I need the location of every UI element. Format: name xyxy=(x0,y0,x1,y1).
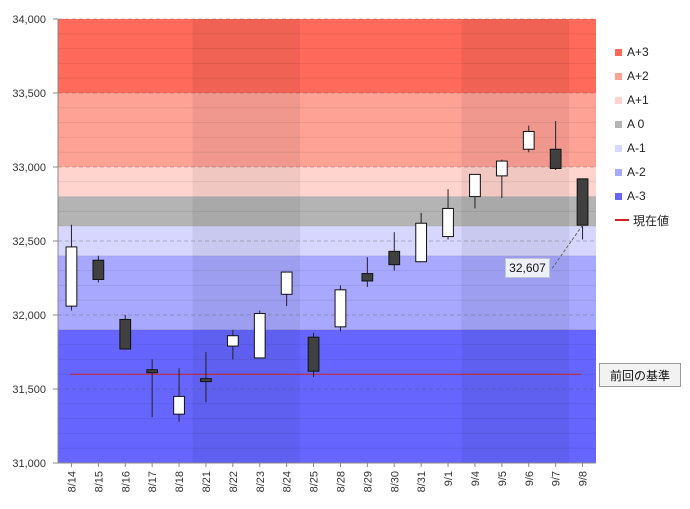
x-tick-label: 8/24 xyxy=(282,471,294,492)
legend-item-a-minus-2: A-2 xyxy=(615,160,690,184)
legend-label: A+1 xyxy=(627,93,649,107)
legend-label: A 0 xyxy=(627,117,645,131)
shaded-period-0 xyxy=(192,19,301,463)
x-tick-label: 9/6 xyxy=(524,471,536,486)
legend-swatch xyxy=(615,48,622,56)
x-tick-label: 8/31 xyxy=(416,471,428,492)
band-0 xyxy=(58,19,596,93)
x-tick-label: 8/28 xyxy=(335,471,347,492)
legend-item-a-plus-2: A+2 xyxy=(615,64,690,88)
candle-body xyxy=(576,178,589,226)
current-price-label: 32,607 xyxy=(505,258,550,278)
candle-body xyxy=(280,271,293,295)
legend-line-swatch xyxy=(615,219,629,221)
shaded-period-1 xyxy=(461,19,570,463)
candle-body xyxy=(146,369,159,374)
y-tick-label: 33,500 xyxy=(12,88,46,100)
legend-label: A-2 xyxy=(627,165,646,179)
legend: A+3 A+2 A+1 A 0 A-1 A-2 A-3 現在値 xyxy=(615,40,690,232)
x-tick-label: 9/8 xyxy=(578,471,590,486)
y-tick-label: 31,000 xyxy=(12,458,46,470)
x-tick-label: 8/15 xyxy=(93,471,105,492)
candle-body xyxy=(388,250,401,266)
candle-body xyxy=(415,222,428,263)
legend-label: A-1 xyxy=(627,141,646,155)
x-tick-label: 9/4 xyxy=(470,471,482,486)
legend-label: 現在値 xyxy=(633,213,670,228)
band-1 xyxy=(58,93,596,167)
x-tick-label: 8/17 xyxy=(147,471,159,492)
y-tick-label: 34,000 xyxy=(12,14,46,26)
y-tick-label: 32,000 xyxy=(12,310,46,322)
x-tick-label: 8/30 xyxy=(389,471,401,492)
legend-swatch xyxy=(615,96,622,104)
candle-body xyxy=(522,130,535,150)
y-tick-label: 33,000 xyxy=(12,162,46,174)
candle-body xyxy=(173,395,185,415)
legend-swatch xyxy=(615,144,622,152)
legend-swatch xyxy=(615,168,622,176)
candle-body xyxy=(119,318,132,350)
x-tick-label: 8/22 xyxy=(228,471,240,492)
y-tick-label: 32,500 xyxy=(12,236,46,248)
legend-label: A+3 xyxy=(627,45,649,59)
legend-item-a-plus-1: A+1 xyxy=(615,88,690,112)
candle-body xyxy=(92,259,105,280)
legend-item-current-value: 現在値 xyxy=(615,208,690,232)
legend-swatch xyxy=(615,192,622,200)
legend-swatch xyxy=(615,120,622,128)
x-tick-label: 8/16 xyxy=(120,471,132,492)
x-tick-label: 9/7 xyxy=(551,471,563,486)
candle-body xyxy=(226,335,239,347)
x-tick-label: 8/25 xyxy=(309,471,321,492)
candle-body xyxy=(442,207,454,238)
candle-body xyxy=(307,336,320,372)
x-tick-label: 8/21 xyxy=(201,471,213,492)
band-6 xyxy=(58,329,596,463)
legend-swatch xyxy=(615,72,622,80)
legend-label: A-3 xyxy=(627,189,646,203)
legend-item-a-plus-3: A+3 xyxy=(615,40,690,64)
candle-body xyxy=(361,273,374,282)
candle-body xyxy=(334,289,347,328)
legend-item-a-0: A 0 xyxy=(615,112,690,136)
candle-body xyxy=(65,246,78,307)
reference-callout: 前回の基準 xyxy=(599,363,681,387)
legend-item-a-minus-1: A-1 xyxy=(615,136,690,160)
x-tick-label: 9/1 xyxy=(443,471,455,486)
candle-body xyxy=(469,173,481,198)
y-tick-label: 31,500 xyxy=(12,384,46,396)
candle-body xyxy=(200,378,212,383)
x-tick-label: 8/29 xyxy=(362,471,374,492)
x-tick-label: 9/5 xyxy=(497,471,509,486)
band-3 xyxy=(58,196,596,227)
candle-body xyxy=(495,160,508,177)
price-label-leader xyxy=(550,224,583,271)
x-tick-label: 8/23 xyxy=(255,471,267,492)
x-tick-label: 8/14 xyxy=(66,471,78,492)
candle-body xyxy=(549,148,562,169)
candle-body xyxy=(253,313,266,359)
legend-label: A+2 xyxy=(627,69,649,83)
band-4 xyxy=(58,226,596,256)
x-tick-label: 8/18 xyxy=(174,471,186,492)
legend-item-a-minus-3: A-3 xyxy=(615,184,690,208)
